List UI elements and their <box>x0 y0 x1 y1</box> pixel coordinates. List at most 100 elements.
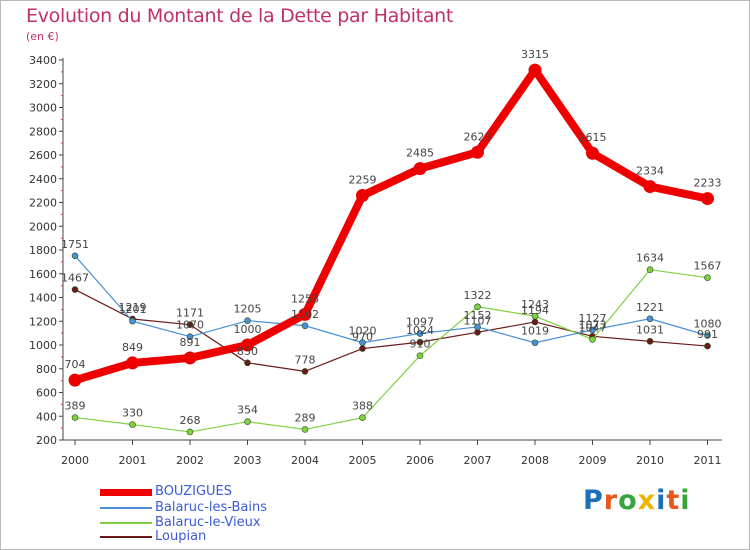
data-point <box>356 188 369 202</box>
legend-item-loupian: Loupian <box>100 529 360 544</box>
data-label: 388 <box>352 400 373 413</box>
data-label: 1020 <box>349 325 377 338</box>
data-point <box>244 418 251 426</box>
legend-swatch <box>100 489 152 496</box>
data-label: 1258 <box>291 292 319 305</box>
x-tick-label: 2005 <box>349 454 377 467</box>
y-tick-label: 1800 <box>29 244 57 257</box>
legend-label: BOUZIGUES <box>155 484 233 499</box>
data-label: 1127 <box>579 312 607 325</box>
data-point <box>704 342 711 350</box>
data-point <box>129 317 136 325</box>
data-point <box>416 338 424 346</box>
x-tick-label: 2001 <box>119 454 147 467</box>
data-point <box>298 307 312 321</box>
y-tick-label: 2600 <box>29 149 57 162</box>
legend-swatch <box>100 522 152 524</box>
data-label: 1019 <box>521 325 549 338</box>
data-label: 970 <box>352 331 373 344</box>
data-point <box>244 317 251 324</box>
data-label: 1194 <box>521 304 549 317</box>
data-point <box>186 333 194 340</box>
y-tick-label: 2000 <box>29 220 57 233</box>
chart-title: Evolution du Montant de la Dette par Hab… <box>26 5 454 27</box>
data-point <box>474 303 481 311</box>
x-tick-label: 2004 <box>291 454 319 467</box>
data-label: 1221 <box>636 301 664 314</box>
data-point <box>359 339 366 346</box>
data-label: 704 <box>65 358 86 371</box>
logo-letter: i <box>656 485 667 516</box>
data-label: 1219 <box>119 301 147 314</box>
data-point <box>646 315 654 323</box>
x-tick-label: 2002 <box>176 454 204 467</box>
x-tick-label: 2009 <box>579 454 607 467</box>
data-point <box>186 428 194 436</box>
data-label: 1152 <box>464 309 492 322</box>
data-point <box>71 414 79 421</box>
x-tick-label: 2000 <box>61 454 89 467</box>
x-tick-label: 2006 <box>406 454 434 467</box>
data-label: 2334 <box>636 165 664 178</box>
data-label: 1243 <box>521 298 549 311</box>
logo-letter: x <box>637 485 657 516</box>
y-tick-label: 2800 <box>29 125 57 138</box>
data-point <box>129 421 136 428</box>
legend-label: Balaruc-le-Vieux <box>155 515 261 530</box>
data-point <box>528 63 542 77</box>
data-label: 1171 <box>176 307 204 320</box>
y-tick-label: 800 <box>36 363 57 376</box>
x-tick-label: 2008 <box>521 454 549 467</box>
data-point <box>301 368 309 375</box>
data-point <box>183 351 197 365</box>
data-label: 1024 <box>406 324 434 337</box>
data-point <box>359 414 366 421</box>
y-tick-label: 2200 <box>29 197 57 210</box>
data-label: 1751 <box>61 238 89 251</box>
logo-letter: o <box>618 485 638 516</box>
x-tick-label: 2010 <box>636 454 664 467</box>
data-point <box>531 339 539 347</box>
data-point <box>646 266 654 274</box>
series-line <box>74 255 708 344</box>
data-point <box>413 162 427 176</box>
proxiti-logo: Proxiti <box>583 485 691 516</box>
x-tick-label: 2007 <box>464 454 492 467</box>
data-point <box>71 286 79 293</box>
y-tick-label: 200 <box>36 434 57 447</box>
data-label: 389 <box>65 400 86 413</box>
data-label: 1567 <box>694 260 722 273</box>
logo-letter: r <box>603 485 619 516</box>
data-point <box>704 332 711 339</box>
data-label: 354 <box>237 404 258 417</box>
series-line <box>74 289 708 372</box>
data-point <box>586 146 599 160</box>
data-point <box>301 322 309 330</box>
data-label: 2615 <box>579 131 607 144</box>
data-label: 1107 <box>464 314 492 327</box>
y-tick-label: 3000 <box>29 102 57 115</box>
y-tick-label: 3400 <box>29 54 57 67</box>
series-line <box>73 66 709 384</box>
data-point <box>531 312 539 320</box>
data-point <box>416 330 424 337</box>
data-label: 1634 <box>636 252 664 265</box>
data-point <box>71 252 79 260</box>
series-line <box>74 269 708 433</box>
data-point <box>186 321 194 328</box>
data-label: 1097 <box>406 315 434 328</box>
data-point <box>646 338 654 345</box>
data-label: 268 <box>180 414 201 427</box>
data-point <box>589 326 596 334</box>
x-tick-label: 2003 <box>234 454 262 467</box>
y-tick-label: 600 <box>36 387 57 400</box>
data-label: 2623 <box>464 130 492 143</box>
data-label: 330 <box>122 407 143 420</box>
data-label: 1467 <box>61 272 89 285</box>
data-label: 289 <box>295 411 316 424</box>
data-point <box>301 426 309 433</box>
data-label: 1031 <box>636 323 664 336</box>
data-label: 1201 <box>119 303 147 316</box>
